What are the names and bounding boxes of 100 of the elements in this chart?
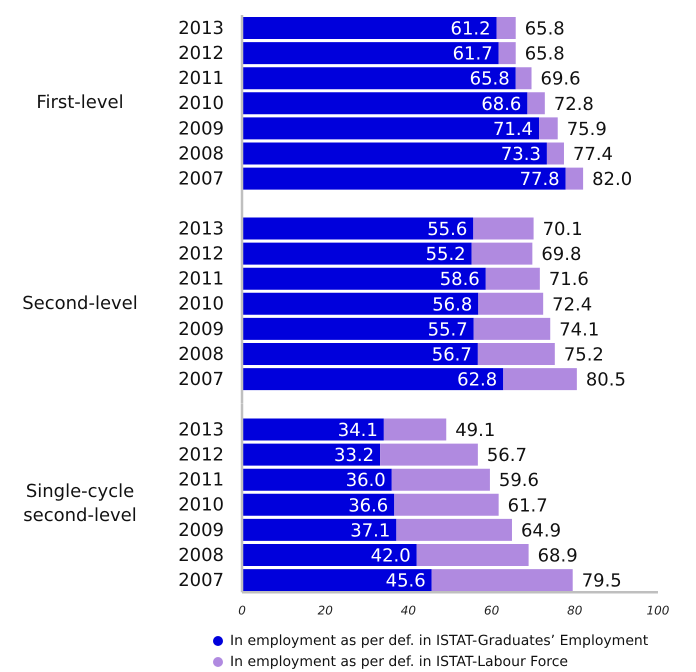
bar [396, 518, 512, 541]
bar [242, 218, 474, 240]
total-label: 56.7 [486, 444, 527, 466]
bar [242, 318, 474, 340]
data-label: 55.2 [426, 244, 466, 266]
y-axis-title: First-level [36, 92, 124, 113]
total-label: 65.8 [524, 18, 565, 40]
bar [242, 494, 394, 516]
y-tick-label: 2012 [178, 244, 224, 265]
bar [566, 168, 584, 190]
y-tick-label: 2013 [178, 218, 224, 240]
bar [546, 142, 564, 164]
total-label: 49.1 [455, 420, 496, 441]
bar [242, 518, 396, 541]
bar [472, 242, 532, 265]
y-tick-label: 2010 [178, 93, 224, 114]
bar [392, 468, 490, 491]
bar [478, 343, 555, 366]
data-label: 56.8 [432, 294, 472, 316]
data-label: 65.8 [524, 44, 565, 65]
data-label: 42.0 [370, 545, 411, 566]
data-label: 62.8 [457, 370, 498, 391]
y-tick-label: 2009 [178, 520, 224, 541]
bar [242, 242, 472, 265]
bar [503, 368, 577, 390]
x-tick-label: 100 [646, 604, 670, 618]
bar [242, 568, 432, 591]
y-tick-label: 2008 [178, 544, 224, 566]
total-label: 75.2 [564, 344, 604, 366]
data-label: 73.3 [500, 144, 541, 165]
bar [242, 268, 486, 290]
total-label: 59.6 [498, 470, 539, 492]
data-label: 61.7 [452, 44, 493, 65]
total-label: 64.9 [520, 520, 562, 542]
y-tick-label: 2009 [178, 319, 224, 340]
bar [242, 443, 380, 466]
y-tick-label: 2012 [178, 444, 224, 466]
data-label: 55.6 [427, 219, 468, 240]
y-tick-label: 2011 [178, 470, 224, 491]
total-label: 80.5 [586, 370, 626, 391]
x-tick-label: 80 [567, 604, 583, 618]
bar [394, 494, 499, 516]
y-tick-label: 2007 [178, 168, 224, 190]
y-axis-title: Second-level [22, 292, 138, 314]
total-label: 79.5 [582, 570, 622, 592]
total-label: 74.1 [559, 320, 600, 341]
total-label: 61.7 [508, 495, 548, 516]
y-tick-label: 2008 [178, 143, 224, 164]
total-label: 71.6 [548, 269, 589, 290]
bar [242, 468, 392, 491]
x-tick-label: 40 [400, 604, 416, 618]
bar [380, 443, 478, 466]
bar [486, 268, 540, 290]
data-label: 33.2 [334, 444, 374, 466]
y-tick-label: 2013 [178, 18, 224, 39]
data-label: 58.6 [440, 269, 480, 290]
bar [242, 117, 540, 140]
total-label: 69.8 [541, 244, 582, 266]
data-label: 45.6 [386, 570, 426, 592]
bar [242, 92, 528, 114]
y-tick-label: 2013 [178, 419, 224, 440]
total-label: 77.4 [572, 144, 614, 165]
bar [496, 17, 516, 39]
data-label: 36.6 [348, 495, 388, 516]
bar [242, 142, 547, 164]
data-label: 68.6 [481, 94, 522, 115]
bar [498, 42, 516, 64]
bar [242, 418, 384, 440]
bar [242, 168, 566, 190]
data-label: 55.7 [428, 320, 468, 341]
y-tick-label: 2008 [178, 344, 224, 366]
total-label: 75.9 [566, 118, 607, 140]
data-label: 37.1 [350, 520, 390, 542]
y-tick-label: 2010 [178, 494, 224, 516]
bar [242, 368, 504, 390]
bar [242, 343, 478, 366]
y-tick-label: 2012 [178, 43, 224, 64]
data-label: 36.0 [346, 470, 386, 492]
bar [473, 218, 534, 240]
bar [416, 544, 529, 566]
y-tick-label: 2010 [178, 294, 224, 315]
x-tick-label: 60 [484, 604, 500, 618]
y-axis-title: Single-cycle second-level [23, 481, 137, 526]
x-tick-label: 0 [238, 604, 246, 618]
y-tick-label: 2007 [178, 570, 224, 591]
bar [474, 318, 550, 340]
total-label: 72.8 [554, 94, 594, 115]
total-label: 65.8 [470, 68, 510, 90]
bar [432, 568, 573, 591]
y-tick-label: 2011 [178, 68, 224, 90]
total-label: 68.9 [538, 545, 578, 566]
bar [384, 418, 446, 440]
bar [527, 92, 545, 114]
bar [242, 17, 497, 39]
bar [242, 67, 516, 90]
legend-label: In employment as per def. in ISTAT-Graduates’ Employment [230, 632, 648, 649]
bar [478, 292, 544, 315]
total-label: 69.6 [540, 68, 581, 90]
data-label: 61.2 [450, 18, 491, 40]
bar [242, 42, 499, 64]
